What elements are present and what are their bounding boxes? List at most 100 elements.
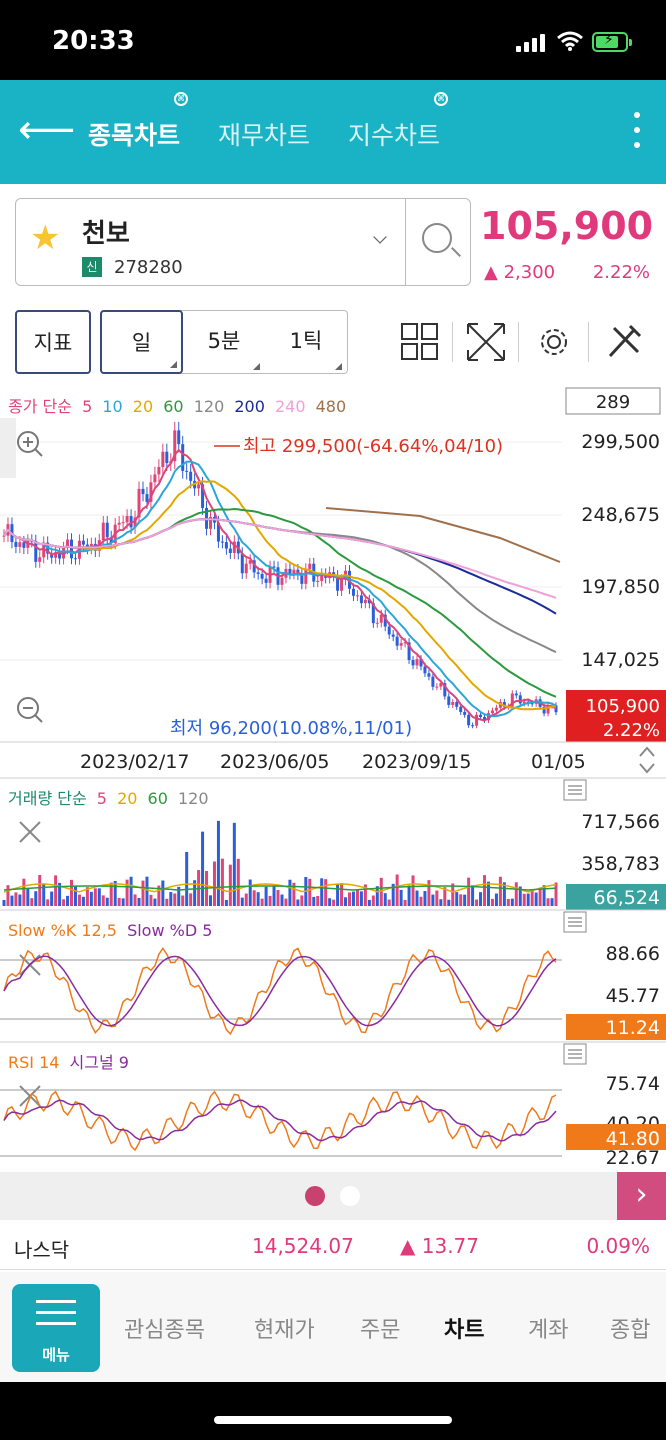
volume-bar (161, 880, 165, 906)
x-tick-label: 2023/02/17 (80, 751, 190, 773)
candle-body (228, 548, 232, 553)
current-pct-label: 2.22% (603, 720, 660, 741)
volume-bar (248, 879, 252, 906)
page-dot[interactable] (340, 1186, 360, 1206)
volume-bar (137, 897, 141, 906)
volume-bar (62, 899, 66, 906)
favorite-star-icon[interactable]: ★ (30, 218, 61, 258)
nav-chart[interactable]: 차트 (444, 1318, 485, 1343)
volume-bar (542, 885, 546, 906)
candle-body (141, 488, 145, 495)
more-options-icon[interactable] (634, 112, 642, 157)
volume-bar (514, 882, 518, 906)
candle-body (121, 522, 125, 524)
volume-bar (363, 884, 367, 906)
scroll-arrows-icon[interactable] (639, 746, 655, 774)
period-5min-button[interactable]: 5분 (184, 310, 264, 374)
volume-bar (141, 880, 145, 906)
nav-account[interactable]: 계좌 (528, 1318, 569, 1343)
layout-grid-icon[interactable] (400, 322, 440, 362)
candle-body (201, 484, 205, 508)
zoom-in-icon[interactable] (17, 431, 43, 457)
pane-menu-icon[interactable] (563, 911, 587, 933)
next-arrow-button[interactable]: › (617, 1172, 666, 1220)
volume-bar (284, 898, 288, 906)
candle-body (14, 541, 18, 547)
menu-button[interactable]: 메뉴 (12, 1284, 100, 1372)
volume-bar (10, 895, 14, 906)
index-change: ▲ 13.77 (400, 1234, 479, 1258)
nav-order[interactable]: 주문 (360, 1318, 401, 1343)
candle-body (320, 573, 324, 581)
back-arrow-icon[interactable]: ⟵ (18, 107, 76, 153)
stock-chart[interactable]: 종가 단순 5 10 20 60 120 200 240 480 289 299… (0, 386, 666, 1172)
nav-current-price[interactable]: 현재가 (254, 1318, 315, 1343)
zoom-out-icon[interactable] (17, 697, 43, 723)
settings-gear-icon[interactable] (534, 322, 574, 362)
volume-bar (475, 899, 479, 906)
candle-body (530, 703, 534, 705)
fullscreen-icon[interactable] (466, 322, 506, 362)
pane-menu-icon[interactable] (563, 779, 587, 801)
volume-bar (6, 885, 10, 906)
status-bar: 20:33 ⚡ (0, 0, 666, 80)
pane-menu-icon[interactable] (563, 1043, 587, 1065)
candle-body (363, 599, 367, 604)
page-dot-active[interactable] (305, 1186, 325, 1206)
tab-stock-chart[interactable]: 종목차트 (88, 121, 181, 150)
candle-body (431, 676, 435, 687)
battery-charging-icon: ⚡ (592, 32, 632, 52)
volume-bar (93, 888, 97, 906)
candle-body (300, 574, 304, 584)
candle-body (451, 702, 455, 705)
candle-body (197, 484, 201, 489)
candle-body (395, 636, 399, 646)
close-pane-icon[interactable] (19, 821, 41, 843)
indicator-button[interactable]: 지표 (15, 310, 91, 374)
volume-bar (340, 883, 344, 906)
candle-body (73, 558, 77, 560)
side-panel-handle[interactable] (0, 418, 16, 478)
legend-signal: 시그널 9 (70, 1053, 129, 1072)
legend-vol-ma60: 60 (148, 789, 168, 808)
volume-bar (479, 892, 483, 906)
volume-bar (383, 893, 387, 906)
legend-ma120: 120 (194, 397, 225, 416)
stock-selector[interactable]: ★ 천보 신 278280 (15, 198, 471, 286)
close-pane-icon[interactable] (19, 1085, 41, 1107)
candle-body (244, 563, 248, 574)
stock-code: 278280 (114, 257, 183, 278)
candle-body (220, 541, 224, 543)
candle-body (165, 451, 169, 464)
period-count-input[interactable] (565, 387, 661, 415)
chevron-down-icon[interactable] (373, 230, 387, 244)
volume-bar (46, 899, 50, 906)
volume-bar (133, 894, 137, 906)
nav-watchlist[interactable]: 관심종목 (124, 1318, 205, 1343)
wifi-icon (557, 31, 583, 51)
period-day-button[interactable]: 일 (100, 310, 183, 374)
candle-body (209, 516, 213, 529)
volume-bar (169, 892, 173, 906)
candle-body (411, 660, 415, 666)
tools-icon[interactable] (604, 322, 644, 362)
price-change: ▲ 2,300 (484, 262, 556, 283)
period-tick-button[interactable]: 1틱 (266, 310, 346, 374)
volume-bar (18, 894, 22, 906)
y-tick-label: 22.67 (606, 1147, 660, 1169)
volume-bar (332, 899, 336, 906)
volume-bar (212, 861, 216, 906)
search-icon[interactable] (422, 223, 452, 253)
hamburger-icon (36, 1300, 76, 1333)
tab-financial-chart[interactable]: 재무차트 (218, 121, 311, 150)
candle-body (459, 706, 463, 712)
top-nav-bar: ⟵ 종목차트 ⌘ 재무차트 지수차트 ⌘ (0, 80, 666, 184)
candle-body (308, 563, 312, 569)
high-annotation: 최고 299,500(-64.64%,04/10) (243, 436, 503, 457)
tab-index-chart[interactable]: 지수차트 (348, 121, 441, 150)
candle-body (105, 522, 109, 538)
index-ticker[interactable]: 나스닥 14,524.07 ▲ 13.77 0.09% (0, 1222, 666, 1270)
volume-bar (455, 892, 459, 906)
volume-bar (153, 898, 157, 906)
nav-overview[interactable]: 종합 (610, 1318, 651, 1343)
